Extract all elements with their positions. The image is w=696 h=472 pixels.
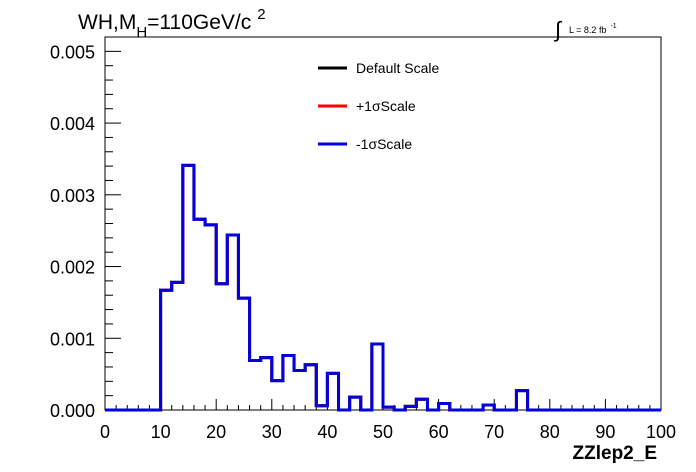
y-tick-label: 0.002 xyxy=(50,258,95,278)
series-line-2 xyxy=(105,163,661,412)
integral-sign: ∫ xyxy=(553,17,563,42)
luminosity-text: L = 8.2 fb xyxy=(569,25,606,35)
luminosity-exponent: -1 xyxy=(610,23,616,30)
x-tick-label: 20 xyxy=(206,422,226,442)
luminosity-label: ∫ L = 8.2 fb -1 xyxy=(553,17,617,42)
legend-label: +1σScale xyxy=(356,98,416,114)
x-tick-label: 0 xyxy=(100,422,110,442)
y-tick-label: 0.005 xyxy=(50,42,95,62)
y-tick-label: 0.000 xyxy=(50,401,95,421)
legend-label: Default Scale xyxy=(356,60,439,76)
x-tick-label: 60 xyxy=(429,422,449,442)
x-tick-label: 30 xyxy=(262,422,282,442)
chart-title: WH,MH=110GeV/c 2 xyxy=(78,6,266,41)
y-tick-label: 0.001 xyxy=(50,329,95,349)
x-tick-label: 10 xyxy=(151,422,171,442)
x-tick-label: 100 xyxy=(646,422,676,442)
x-tick-label: 40 xyxy=(317,422,337,442)
y-tick-label: 0.004 xyxy=(50,114,95,134)
series-group xyxy=(105,163,661,412)
x-axis-title: ZZlep2_E xyxy=(573,443,657,464)
x-tick-label: 70 xyxy=(484,422,504,442)
svg-text:L = 8.2 fb-1: L = 8.2 fb -1 xyxy=(569,23,617,35)
axes: 0 10 20 30 40 50 60 70 80 90 100 0.000 0.001 0.002 0.0… xyxy=(50,36,676,442)
x-tick-label: 90 xyxy=(595,422,615,442)
y-tick-label: 0.003 xyxy=(50,186,95,206)
x-tick-label: 80 xyxy=(540,422,560,442)
legend: Default Scale +1σScale -1σScale xyxy=(318,60,439,152)
x-tick-label: 50 xyxy=(373,422,393,442)
legend-label: -1σScale xyxy=(356,136,412,152)
